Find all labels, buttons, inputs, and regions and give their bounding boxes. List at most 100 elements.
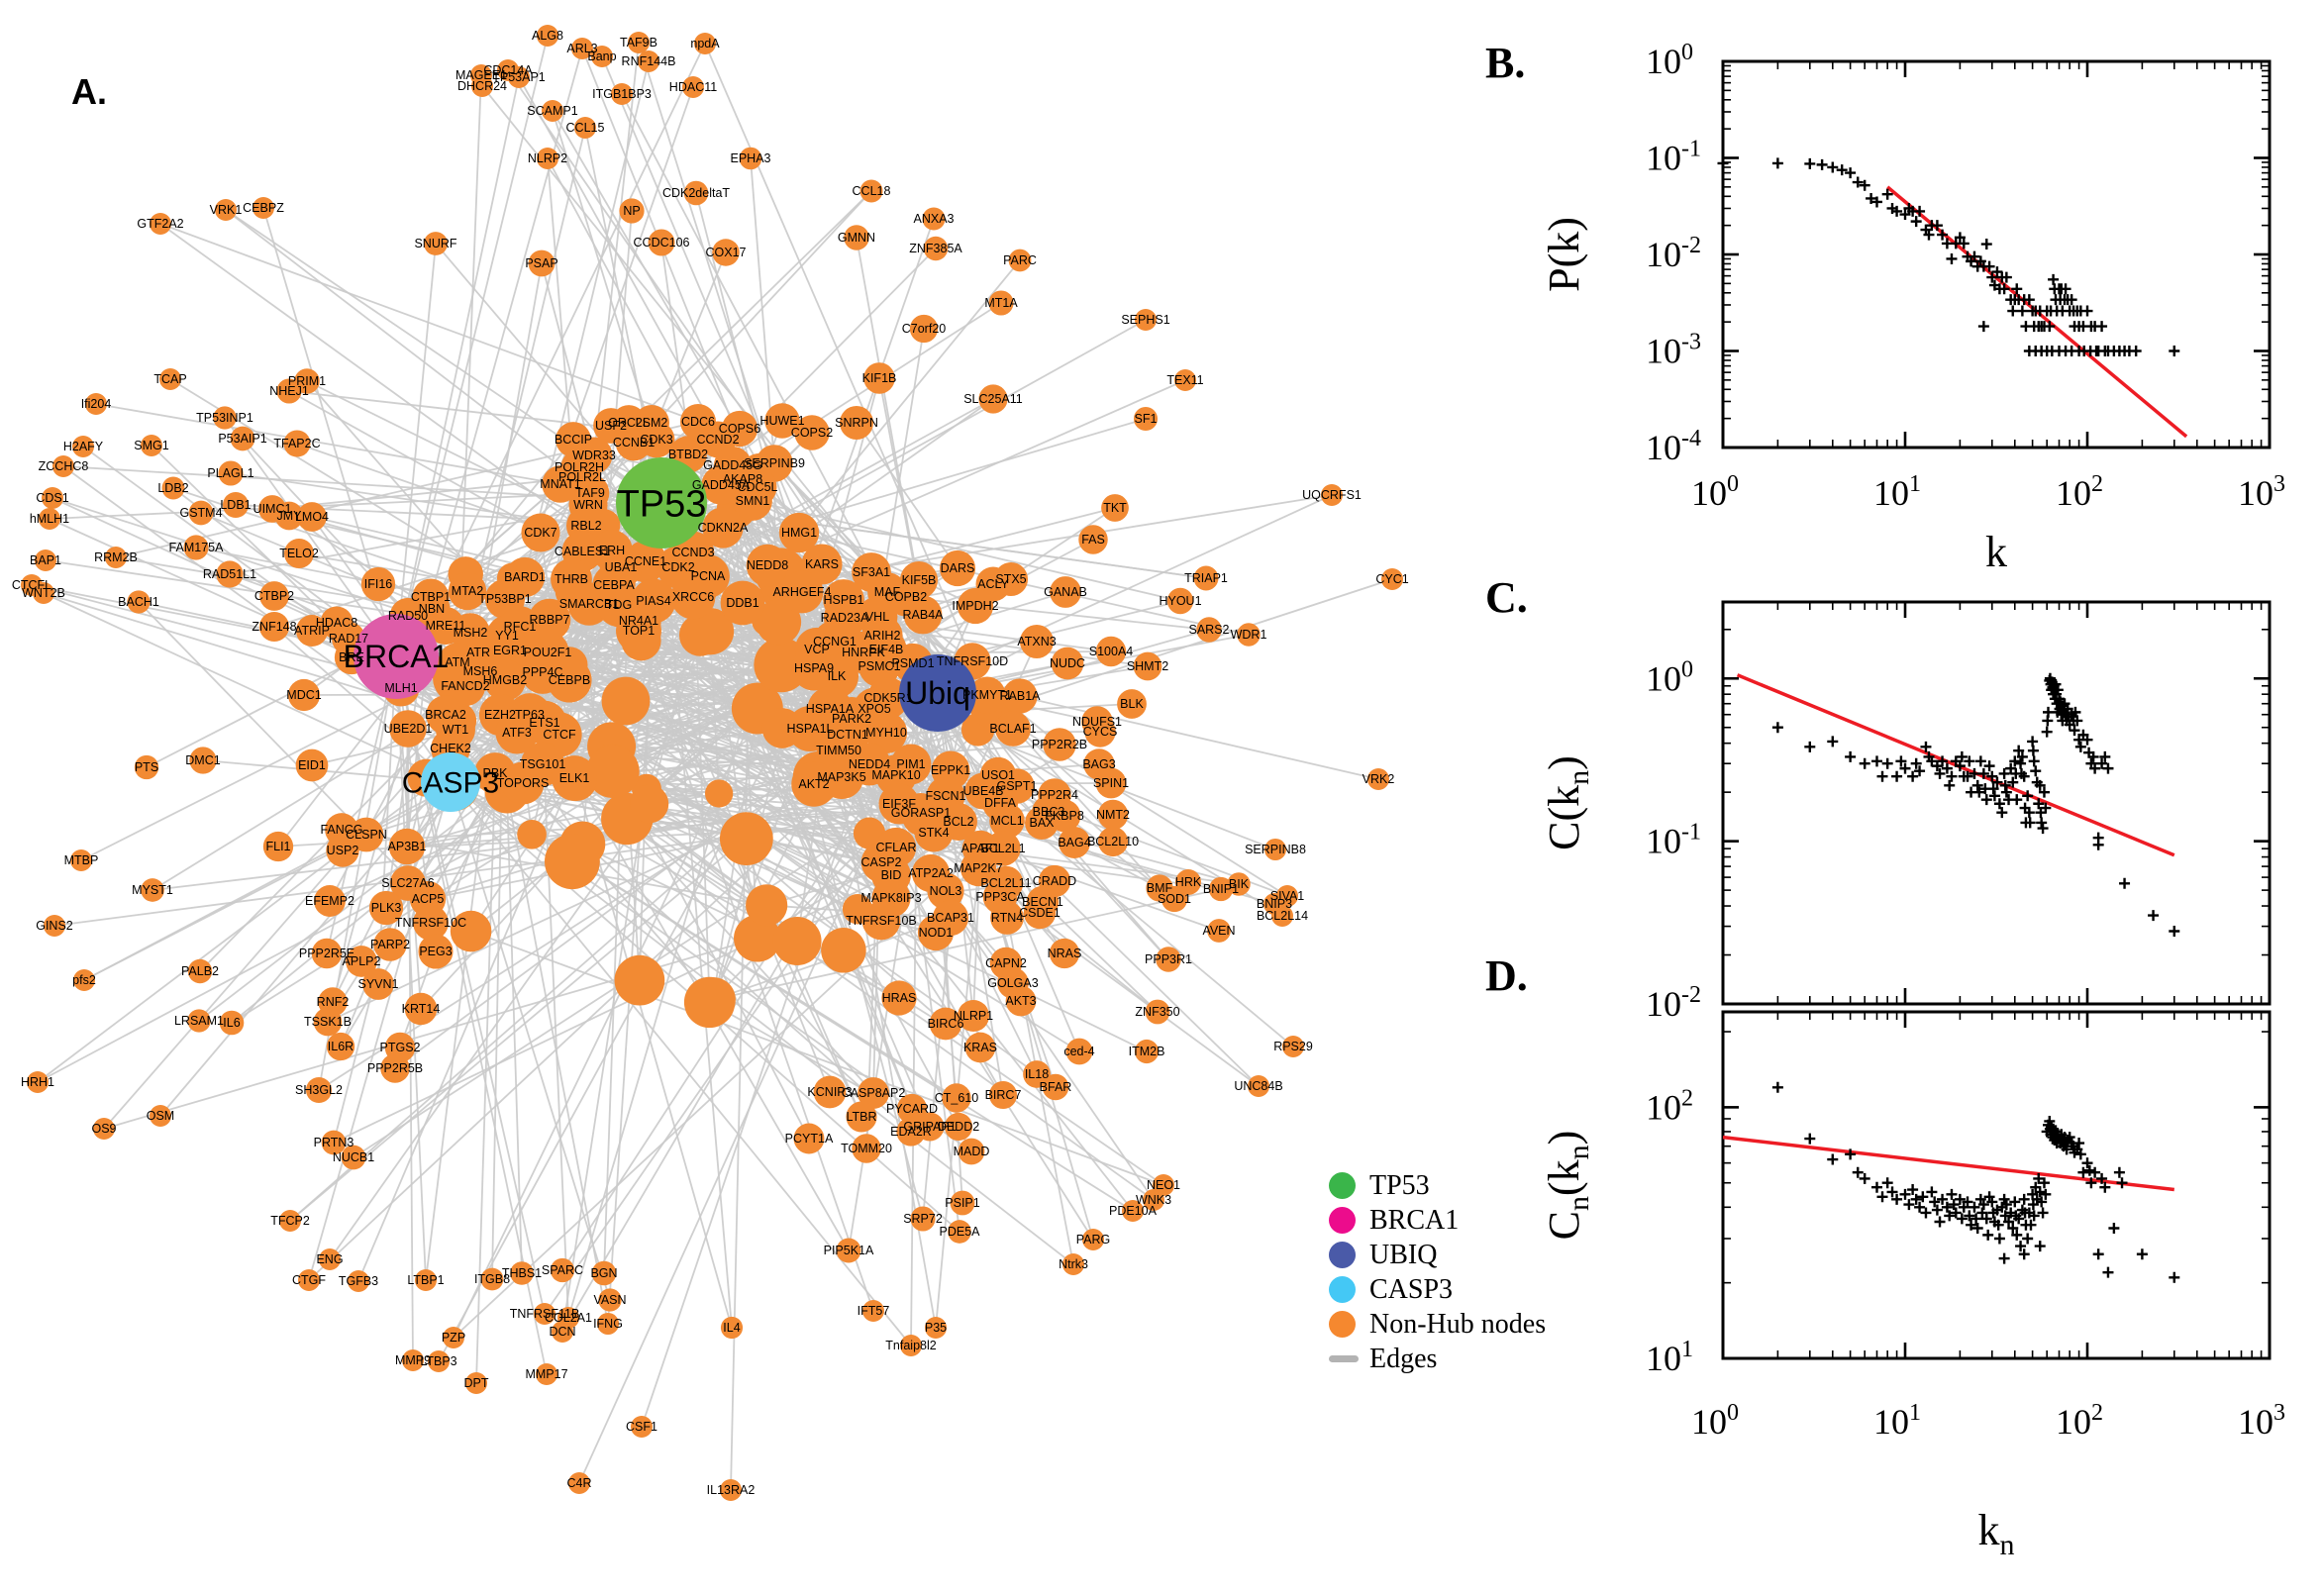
network-edge	[230, 472, 587, 527]
network-node	[1248, 1075, 1269, 1097]
network-node-label: DARS	[941, 561, 975, 575]
network-node-label: GORASP1	[891, 806, 951, 820]
network-node-label: HRK	[1175, 875, 1202, 889]
network-node	[948, 1220, 971, 1244]
network-node-label: BIRC7	[985, 1088, 1022, 1102]
network-node-label: PPP3R1	[1145, 952, 1192, 966]
network-node-label: TOP1	[623, 624, 655, 638]
network-node-filler	[821, 928, 866, 973]
network-node-label: IFT57	[858, 1304, 890, 1318]
network-node-label: BAG3	[1082, 757, 1115, 771]
network-node	[187, 1009, 211, 1033]
network-node-label: S100A4	[1089, 645, 1134, 658]
network-node-label: STX5	[995, 572, 1026, 586]
hub-node-label: TP53	[617, 483, 707, 525]
network-node-label: RAD50	[388, 609, 428, 623]
plot-d: 100 101 102 103 102 101 kn​ Cn​(kn​)	[1540, 1010, 2285, 1561]
network-node-label: WNK3	[1136, 1193, 1171, 1207]
network-node-label: SIVA1	[1270, 889, 1305, 903]
network-node-label: PCNA	[691, 569, 726, 583]
network-node-label: npdA	[690, 37, 720, 50]
network-node-label: PDE10A	[1109, 1204, 1158, 1218]
network-node-label: PEG3	[419, 945, 452, 958]
network-node-label: NLRP2	[528, 151, 567, 165]
network-node-label: RRM2B	[94, 550, 138, 564]
network-node-label: PSIP1	[945, 1196, 979, 1210]
network-node-filler	[450, 910, 492, 952]
network-node	[648, 229, 675, 256]
network-node-label: CEBPZ	[243, 201, 284, 215]
network-node-label: SLC25A11	[963, 392, 1023, 406]
network-node	[305, 1076, 333, 1104]
network-node-label: HUWE1	[759, 414, 804, 428]
network-node-label: TGFB3	[339, 1274, 378, 1288]
network-node-label: KRAS	[963, 1041, 997, 1054]
network-node-label: SYVN1	[358, 977, 399, 991]
network-node	[1062, 1253, 1084, 1275]
network-node-label: ZNF385A	[909, 242, 962, 255]
network-edge	[431, 43, 706, 610]
network-edge	[856, 422, 959, 569]
hub-node-casp3	[421, 752, 480, 812]
network-node-label: GMNN	[838, 231, 875, 245]
network-node	[990, 901, 1024, 935]
network-node-label: NOL3	[930, 884, 962, 898]
network-node-label: UBE4B	[963, 784, 1004, 798]
network-node-label: ARIH2	[864, 629, 901, 643]
network-node	[262, 831, 294, 862]
network-node	[903, 595, 943, 635]
network-node	[33, 582, 54, 604]
network-node-label: pfs2	[72, 973, 96, 987]
network-node-label: PZP	[442, 1331, 465, 1345]
tick-label: 101	[1873, 1400, 1921, 1442]
network-node-label: AKAP8	[723, 472, 762, 486]
network-edge	[395, 35, 549, 657]
network-node	[480, 1267, 504, 1291]
brca1-swatch-icon	[1329, 1207, 1356, 1234]
network-node	[552, 1321, 573, 1343]
network-node	[1008, 249, 1032, 272]
network-node-label: ERH	[599, 544, 625, 557]
network-node-label: TOPORS	[497, 776, 550, 790]
network-node-label: VHL	[865, 610, 889, 624]
network-node	[720, 1479, 742, 1501]
network-node-label: DFFA	[984, 796, 1017, 810]
network-node	[258, 611, 290, 643]
network-node	[574, 117, 596, 139]
network-node-label: PIM1	[896, 757, 925, 771]
network-node-label: CDK5R1	[863, 691, 912, 705]
network-node-label: MLH1	[384, 681, 417, 695]
network-node-label: GTF2A2	[137, 217, 183, 231]
network-node	[283, 430, 311, 457]
network-node-label: ZCCHC8	[39, 459, 89, 473]
network-node-label: RNF144B	[622, 54, 676, 68]
network-node-label: TNFRSF10B	[846, 914, 917, 928]
tick-label: 100	[1691, 471, 1739, 513]
network-node-label: UNC84B	[1234, 1079, 1282, 1093]
network-node-label: TFCP2	[270, 1214, 310, 1228]
network-node-label: COL2A1	[545, 1311, 592, 1325]
network-node-label: BARD1	[504, 570, 546, 584]
network-node	[794, 415, 830, 450]
network-node-label: CCL18	[853, 184, 891, 198]
network-node-label: MAPK10	[871, 768, 920, 782]
network-edge	[159, 223, 699, 423]
network-node-label: LDB2	[157, 481, 188, 495]
panel-d-label: D.	[1485, 951, 1528, 1000]
network-node-label: RNF2	[317, 995, 350, 1009]
network-node-label: MSH6	[463, 664, 498, 678]
network-node	[1042, 1073, 1069, 1101]
network-node	[985, 831, 1021, 866]
network-node-label: TNFRSF10C	[395, 916, 466, 930]
network-node-label: ZNF350	[1135, 1005, 1179, 1019]
network-node-label: BAP1	[30, 553, 61, 567]
network-node	[362, 968, 394, 1000]
network-node	[521, 513, 560, 552]
network-node-label: ETS1	[529, 716, 559, 730]
network-node-label: NLRP1	[954, 1009, 993, 1023]
network-node-label: IMPDH2	[952, 599, 998, 613]
network-node-filler	[734, 914, 781, 962]
network-node-label: GOLGA3	[987, 976, 1038, 990]
y-axis-label: P(k)	[1540, 217, 1588, 292]
legend-item-nonhub: Non-Hub nodes	[1329, 1307, 1546, 1342]
